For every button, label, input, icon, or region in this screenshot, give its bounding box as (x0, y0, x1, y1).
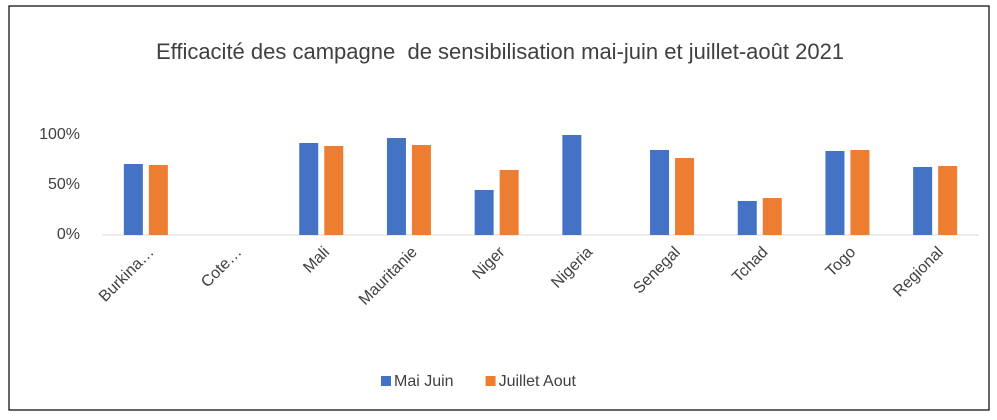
x-tick-label: Niger (469, 243, 509, 283)
x-tick-label: Cote… (198, 244, 245, 291)
bar (762, 198, 782, 235)
x-tick-label: Nigeria (548, 244, 596, 292)
x-tick-label: Regional (890, 244, 947, 301)
bar (825, 151, 845, 235)
x-tick-label: Tchad (729, 244, 771, 286)
x-tick-label: Mauritanie (356, 244, 421, 309)
chart-title: Efficacité des campagne de sensibilisati… (155, 39, 845, 64)
bar (737, 201, 757, 235)
bar (675, 158, 695, 235)
x-tick-label: Mali (300, 244, 333, 277)
bar (148, 165, 168, 235)
bar (386, 138, 406, 235)
x-tick-label: Senegal (630, 244, 684, 298)
legend-label: Mai Juin (394, 373, 454, 390)
bar (299, 143, 319, 235)
bar (913, 167, 933, 235)
y-tick-label: 50% (48, 176, 80, 193)
x-tick-label: Togo (823, 244, 860, 281)
bar (650, 150, 670, 235)
bar (123, 164, 143, 235)
x-tick-label: Burkina… (96, 244, 158, 306)
legend-swatch (381, 376, 391, 386)
chart-border (8, 5, 990, 411)
legend-swatch (485, 376, 496, 386)
bar (324, 146, 344, 235)
bar (499, 170, 519, 235)
bar (411, 145, 431, 235)
y-tick-label: 100% (39, 126, 80, 143)
bar (474, 190, 494, 235)
bar (850, 150, 870, 235)
y-tick-label: 0% (57, 226, 80, 243)
legend-label: Juillet Aout (499, 373, 577, 390)
bar (562, 135, 582, 235)
bar (938, 166, 958, 235)
